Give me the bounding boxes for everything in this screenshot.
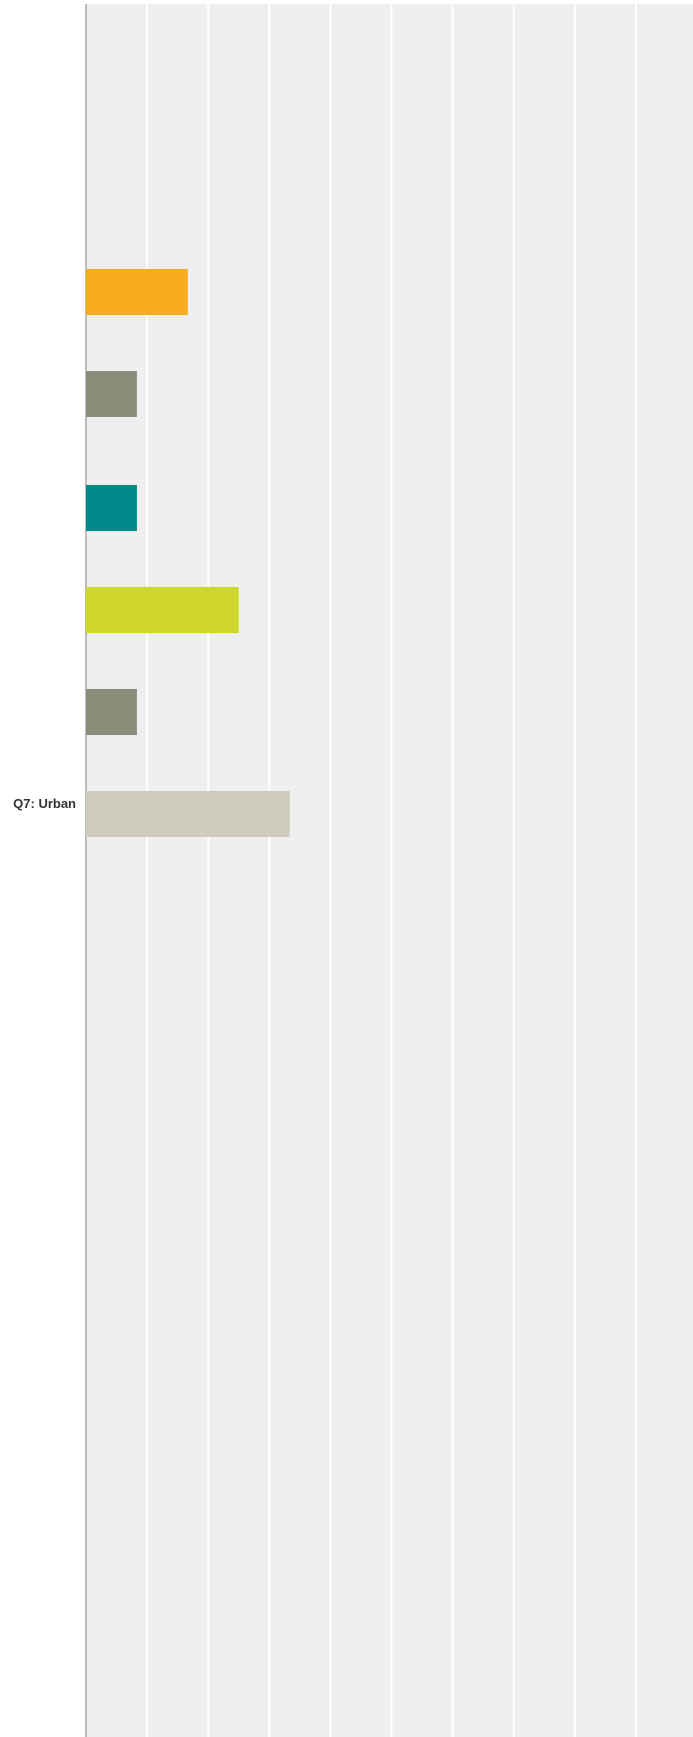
category-label: Q7: Urban — [13, 796, 76, 811]
bar-4 — [86, 587, 239, 633]
bar-1 — [86, 269, 188, 315]
bar-6 — [86, 791, 290, 837]
bars — [86, 269, 290, 837]
gridlines — [146, 4, 637, 1737]
plot-background — [86, 4, 693, 1737]
bar-3 — [86, 485, 137, 531]
bar-2 — [86, 371, 137, 417]
bar-5 — [86, 689, 137, 735]
